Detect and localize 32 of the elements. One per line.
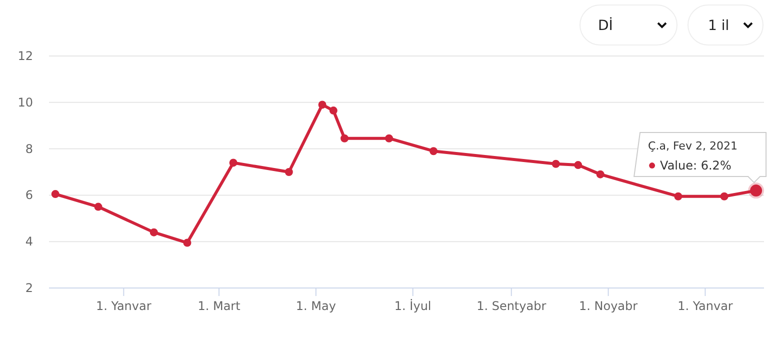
point	[318, 100, 326, 109]
point	[720, 192, 728, 200]
point	[150, 228, 158, 236]
y-tick-label: 8	[25, 142, 33, 156]
point	[430, 147, 438, 156]
y-tick-label: 10	[18, 95, 33, 110]
x-tick-label: 1. Yanvar	[678, 299, 733, 313]
y-tick-label: 4	[25, 234, 33, 249]
point	[183, 238, 192, 247]
x-tick-label: 1. İyul	[394, 299, 432, 313]
point	[552, 160, 560, 168]
point	[340, 134, 349, 142]
point	[574, 161, 582, 170]
point	[229, 158, 238, 167]
x-tick-label: 1. Noyabr	[578, 299, 638, 313]
text: Dİ	[598, 17, 613, 34]
point	[596, 170, 604, 178]
y-tick-label: 2	[25, 281, 33, 295]
annotation: Ç.a, Fev 2, 2021 Value: 6.2%	[648, 140, 738, 173]
x-tick-label: 1. Yanvar	[96, 299, 152, 313]
point	[385, 134, 394, 142]
point	[51, 190, 60, 198]
x-tick-label: 1. Sentyabr	[476, 299, 546, 313]
point	[329, 106, 338, 115]
y-tick-label: 6	[25, 188, 33, 202]
x-tick-label: 1. May	[296, 299, 336, 313]
point	[94, 202, 102, 211]
x-tick-label: 1. Mart	[198, 299, 241, 313]
point	[674, 192, 682, 200]
y-tick-label: 12	[18, 49, 33, 63]
text: 1 il	[708, 18, 730, 34]
point	[284, 168, 293, 176]
